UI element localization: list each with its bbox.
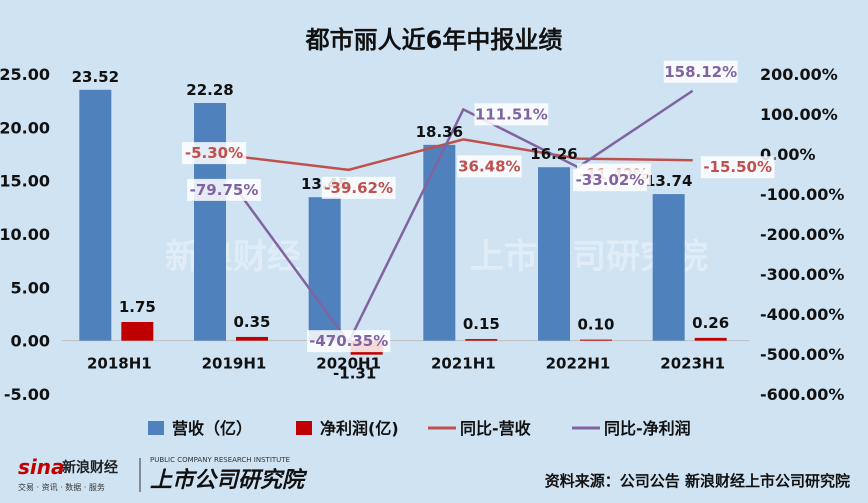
revenue-yoy-label: -15.50% [703,158,772,176]
sina-logo-name: 新浪财经 [62,459,118,476]
net-profit-yoy-label-box [307,330,391,353]
lines [232,89,694,345]
data-labels: 23.5222.2813.4518.3616.2613.741.750.35-1… [72,60,775,383]
revenue-yoy-label-box [181,142,247,165]
right-axis-tick: -300.00% [760,265,844,284]
category-label: 2020H1 [316,355,381,373]
chart-title: 都市丽人近6年中报业绩 [305,26,563,54]
left-axis-tick: 15.00 [0,172,50,191]
left-axis-tick: -5.00 [4,385,50,404]
left-axis-tick: 0.00 [11,332,50,351]
net-profit-bar [121,322,154,341]
institute-logo-tag: PUBLIC COMPANY RESEARCH INSTITUTE [150,456,290,464]
right-axis-tick: -200.00% [760,225,844,244]
left-axis-tick: 25.00 [0,65,50,84]
net-profit-yoy-label-box [187,178,261,201]
net-profit-bar-label: -1.31 [333,365,376,383]
revenue-bar-label: 16.26 [530,145,577,163]
revenue-yoy-label: -39.62% [324,179,393,197]
net-profit-bar-label: 0.35 [233,313,270,331]
revenue-bar-label: 22.28 [186,81,233,99]
revenue-bar-label: 13.74 [645,172,692,190]
sina-logo: sina [18,455,65,479]
net-profit-yoy-label: -470.35% [309,332,388,350]
legend-swatch [296,421,312,435]
axes: -5.00 0.00 5.00 10.00 15.00 20.00 25.00 -600.00… [0,65,844,404]
revenue-bar [79,89,112,341]
revenue-yoy-label-box [700,156,775,179]
right-axis-tick: -600.00% [760,385,844,404]
left-axis-tick: 10.00 [0,225,50,244]
legend: 营收（亿） 净利润(亿) 同比-营收 同比-净利润 [148,419,691,438]
revenue-yoy-label-box [321,176,396,199]
category-label: 2019H1 [202,355,267,373]
revenue-yoy-label: -5.30% [185,144,243,162]
net-profit-yoy-label-box [474,103,549,126]
left-axis-tick: 20.00 [0,118,50,137]
footer-logos: sina 新浪财经 交易 · 资讯 · 数据 · 服务 PUBLIC COMPA… [18,455,308,493]
legend-label: 同比-净利润 [604,419,691,438]
watermark-sina: 新浪财经 [165,237,301,277]
revenue-bar [194,103,226,341]
net-profit-yoy-label-box [663,60,738,83]
right-axis-tick: 100.00% [760,105,838,124]
revenue-bar [652,194,685,341]
net-profit-bar [465,339,498,341]
revenue-yoy-label-box [457,155,522,178]
category-label: 2018H1 [87,355,152,373]
net-profit-yoy-label: 158.12% [664,63,737,81]
right-axis-tick: -400.00% [760,305,844,324]
net-profit-bar-label: 1.75 [119,298,156,316]
net-profit-yoy-line [232,89,694,345]
category-label: 2023H1 [660,355,725,373]
revenue-bar [538,167,570,341]
net-profit-yoy-label: -33.02% [576,171,645,189]
legend-label: 净利润(亿) [320,419,399,438]
bars [79,89,727,355]
revenue-bar [308,197,341,341]
net-profit-bar-label: 0.15 [463,315,500,333]
net-profit-bar [236,336,268,341]
sina-logo-tag: 交易 · 资讯 · 数据 · 服务 [18,482,105,492]
category-label: 2022H1 [546,355,611,373]
revenue-bar [423,144,456,341]
net-profit-bar-label: 0.26 [692,314,729,332]
legend-label: 营收（亿） [172,419,252,438]
right-axis-tick: 200.00% [760,65,838,84]
source-text: 资料来源：公司公告 新浪财经上市公司研究院 [545,472,850,490]
net-profit-yoy-label-box [573,169,647,192]
revenue-bar-label: 18.36 [416,123,463,141]
revenue-yoy-line [233,138,693,172]
right-axis-tick: -500.00% [760,345,844,364]
institute-logo: 上市公司研究院 [150,467,308,493]
net-profit-bar-label: 0.10 [577,316,614,334]
revenue-yoy-label: 36.48% [458,157,520,175]
legend-swatch [148,421,164,435]
net-profit-yoy-label: -79.75% [190,181,259,199]
category-label: 2021H1 [431,355,496,373]
left-axis-tick: 5.00 [11,278,50,297]
net-profit-yoy-label: 111.51% [475,105,548,123]
revenue-bar-label: 23.52 [72,68,119,86]
legend-label: 同比-营收 [460,419,531,438]
right-axis-tick: -100.00% [760,185,844,204]
net-profit-bar [580,339,612,341]
net-profit-bar [694,337,727,341]
